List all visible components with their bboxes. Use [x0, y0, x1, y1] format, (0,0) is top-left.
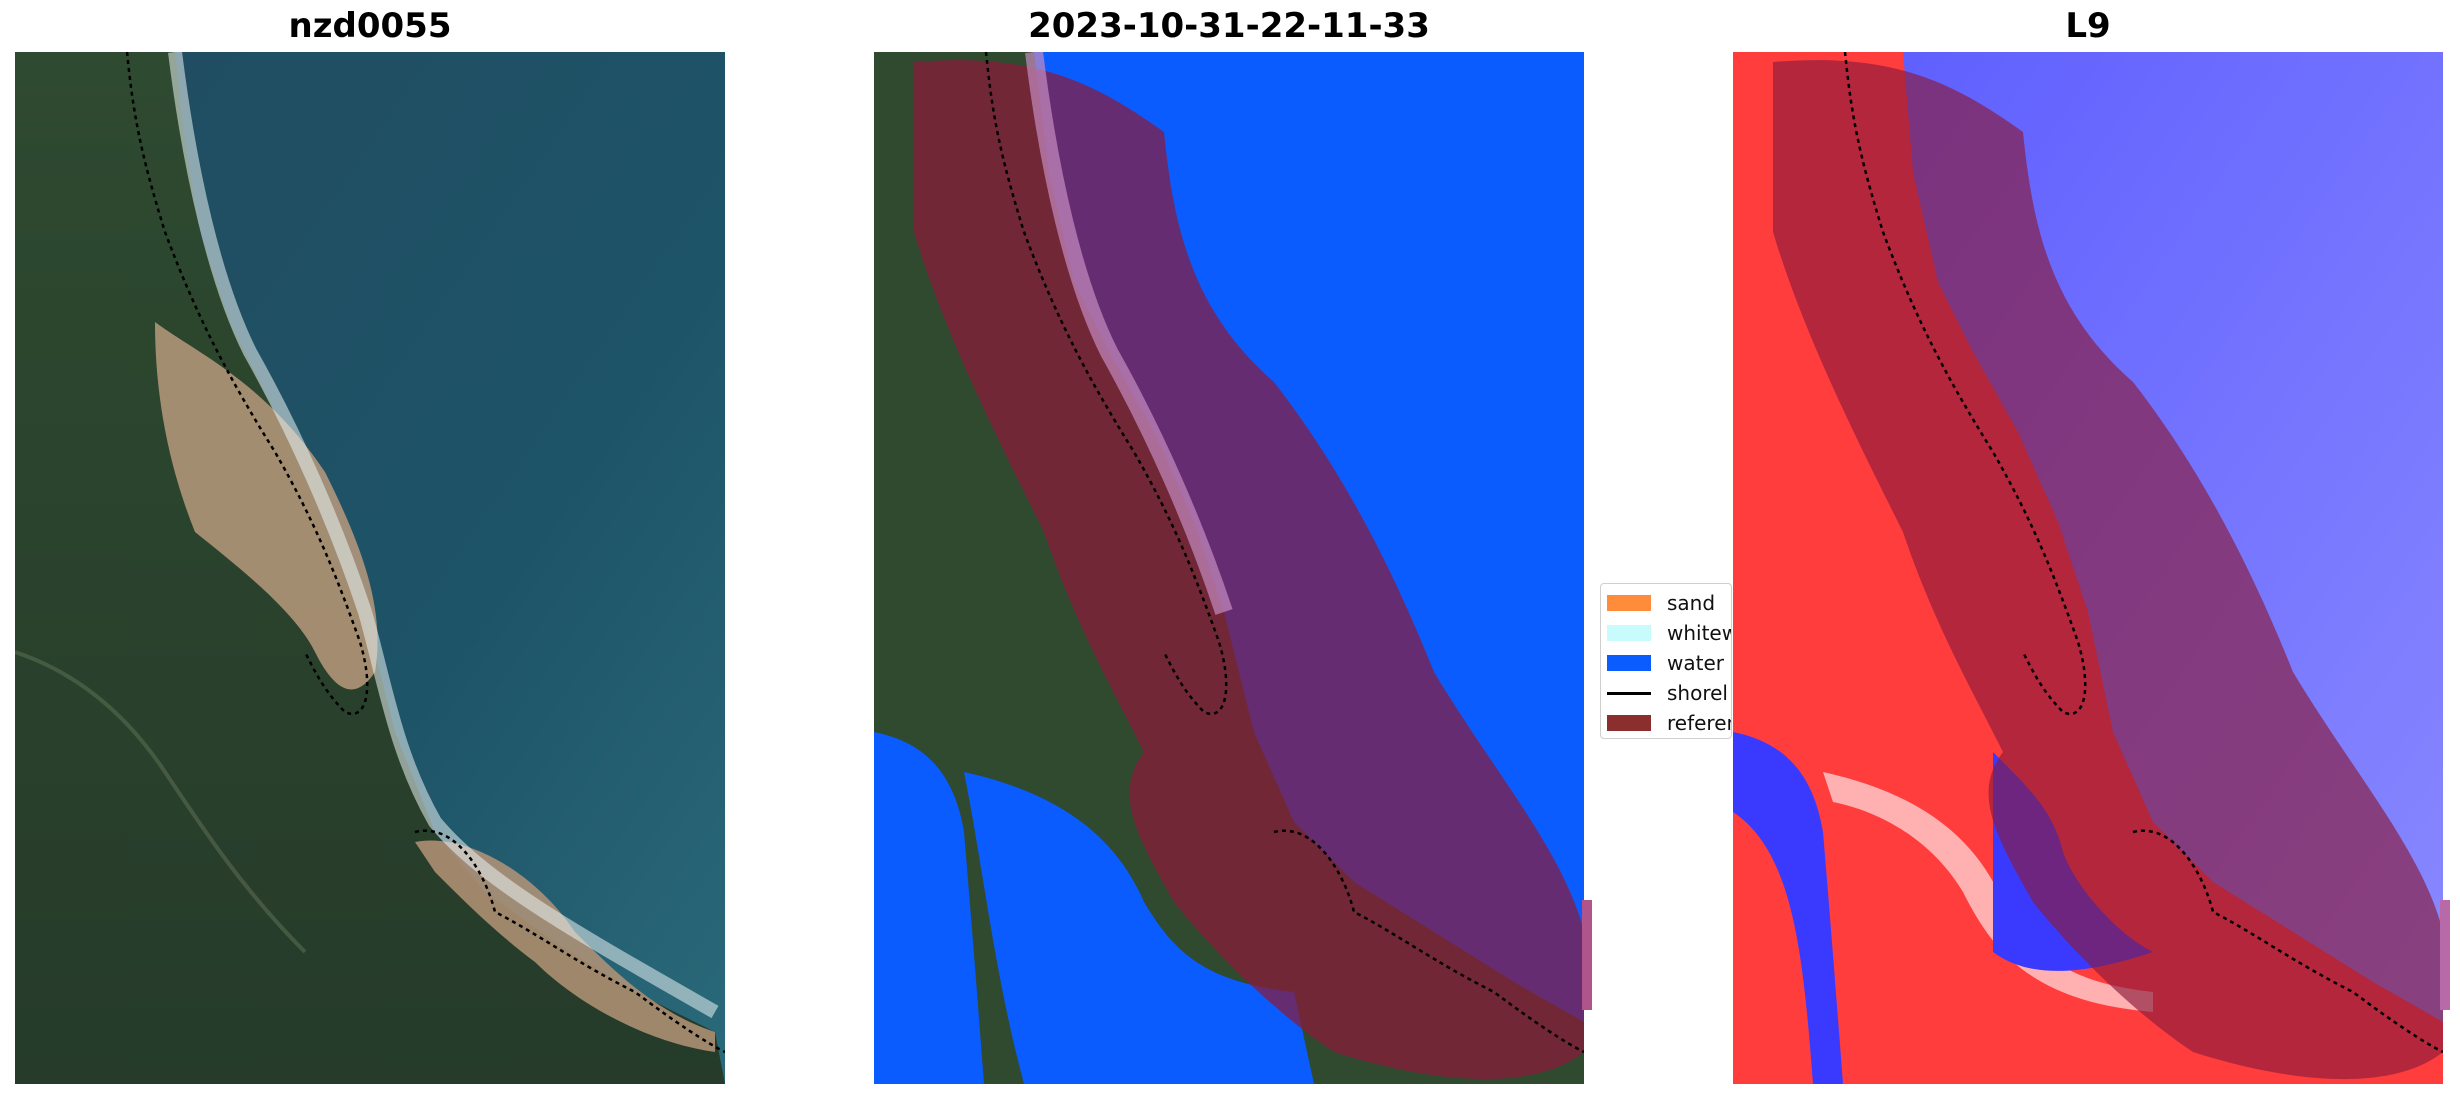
legend-item-whitewater: whitew: [1607, 618, 1731, 648]
legend-swatch: [1607, 595, 1651, 611]
legend-item-sand: sand: [1607, 588, 1731, 618]
legend-item-water: water: [1607, 648, 1731, 678]
legend-label: whitew: [1667, 621, 1732, 645]
legend-item-reference: referen: [1607, 708, 1731, 738]
panel-title-image: nzd0055: [288, 6, 452, 46]
panel-title-index: L9: [2065, 6, 2111, 46]
legend-label: water: [1667, 651, 1724, 675]
classification-map: [874, 52, 1584, 1084]
index-map: [1733, 52, 2443, 1084]
legend-line-swatch: [1607, 691, 1651, 695]
legend-label: sand: [1667, 591, 1716, 615]
legend-label: shorel: [1667, 681, 1728, 705]
panel-title-classification: 2023-10-31-22-11-33: [1028, 6, 1430, 46]
legend-swatch: [1607, 715, 1651, 731]
shoreline-path: [125, 52, 369, 715]
panel-edge-overlay: [1582, 900, 1592, 1010]
classification-panel: [874, 52, 1584, 1084]
satellite-image: [15, 52, 725, 1084]
legend-label: referen: [1667, 711, 1732, 735]
satellite-image-panel: [15, 52, 725, 1084]
legend-swatch: [1607, 655, 1651, 671]
panel-edge-overlay-2: [2440, 900, 2450, 1010]
legend-swatch: [1607, 625, 1651, 641]
index-panel: [1733, 52, 2443, 1084]
legend-item-shoreline: shorel: [1607, 678, 1731, 708]
legend: sand whitew water shorel referen: [1600, 583, 1732, 739]
